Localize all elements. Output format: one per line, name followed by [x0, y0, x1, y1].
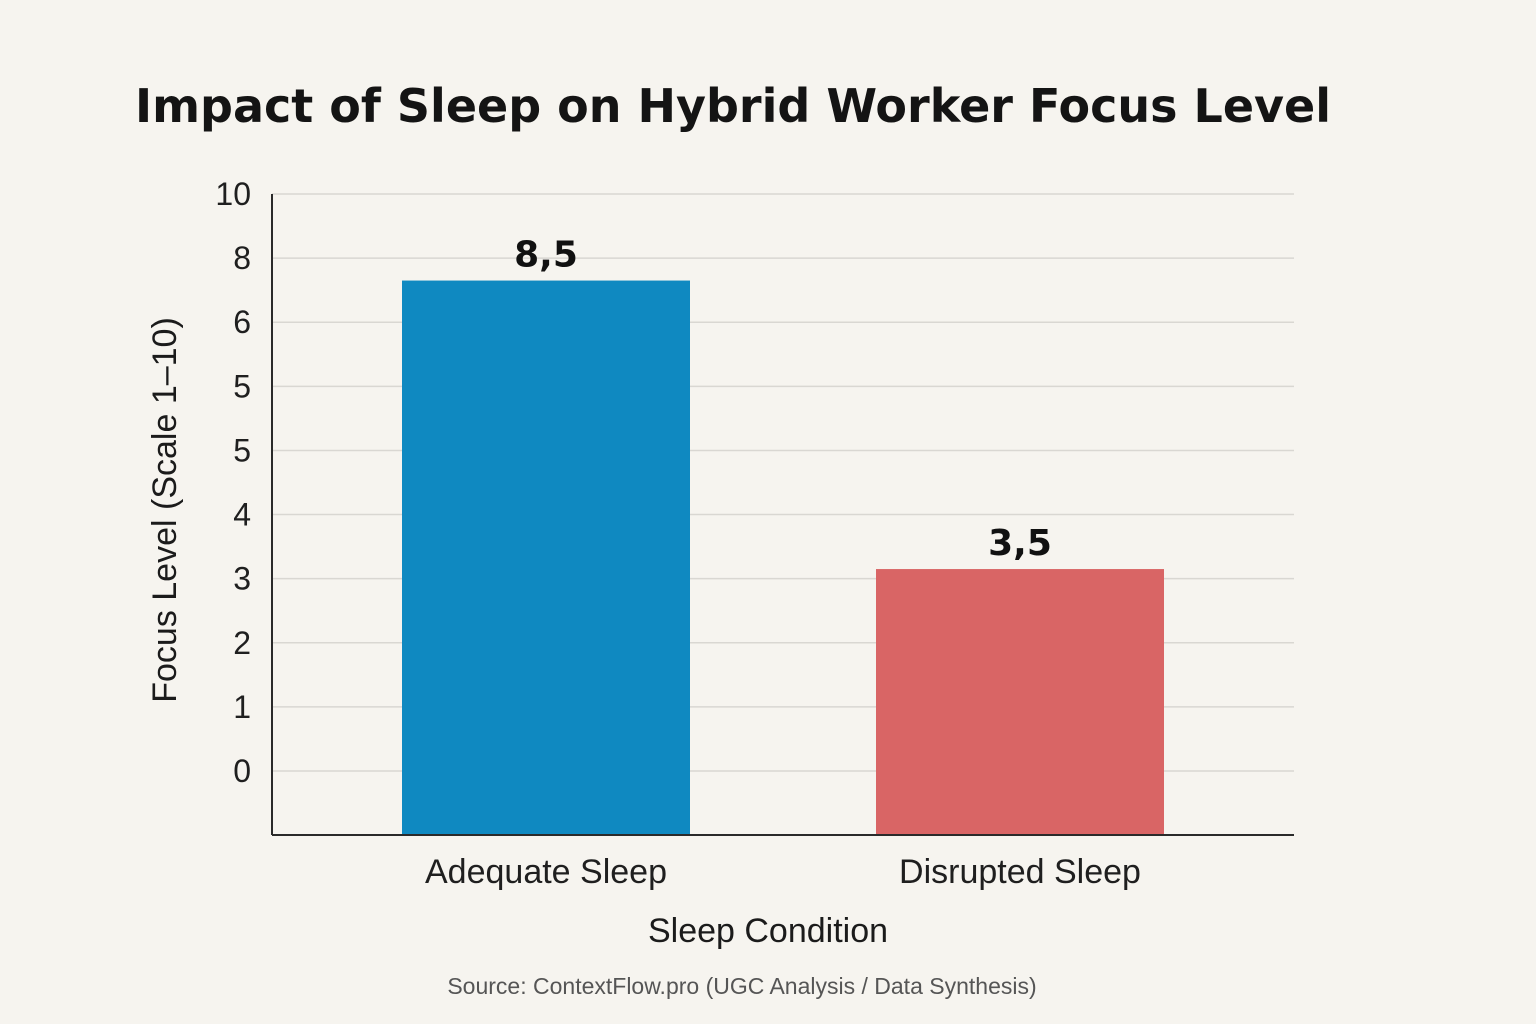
x-axis-title: Sleep Condition — [648, 912, 888, 950]
y-tick-label: 1 — [233, 689, 251, 725]
bar-adequate-sleep — [402, 280, 690, 835]
y-tick-labels: 0 1 2 3 4 5 5 6 8 10 — [215, 176, 251, 789]
bar-value-label: 3,5 — [988, 523, 1052, 564]
y-tick-label: 2 — [233, 625, 251, 661]
bars: 8,5 3,5 — [402, 235, 1164, 835]
source-note: Source: ContextFlow.pro (UGC Analysis / … — [447, 973, 1036, 999]
y-tick-label: 8 — [233, 240, 251, 276]
bar-disrupted-sleep — [876, 569, 1164, 835]
chart-title: Impact of Sleep on Hybrid Worker Focus L… — [135, 79, 1331, 133]
bar-value-label: 8,5 — [514, 235, 578, 276]
y-tick-label: 3 — [233, 561, 251, 597]
x-category-label: Adequate Sleep — [425, 853, 667, 891]
x-category-label: Disrupted Sleep — [899, 853, 1141, 891]
y-tick-label: 5 — [233, 432, 251, 468]
y-tick-label: 5 — [233, 368, 251, 404]
y-tick-label: 4 — [233, 497, 251, 533]
x-category-labels: Adequate Sleep Disrupted Sleep — [425, 853, 1141, 891]
y-tick-label: 10 — [215, 176, 251, 212]
y-axis-title: Focus Level (Scale 1–10) — [146, 317, 184, 703]
y-tick-label: 0 — [233, 753, 251, 789]
y-tick-label: 6 — [233, 304, 251, 340]
